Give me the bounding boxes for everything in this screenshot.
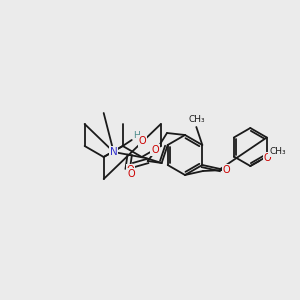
Text: N: N	[110, 147, 118, 157]
Text: O: O	[151, 145, 159, 155]
Text: CH₃: CH₃	[269, 148, 286, 157]
Text: O: O	[223, 165, 230, 175]
Text: CH₃: CH₃	[188, 116, 205, 124]
Text: H: H	[134, 131, 140, 140]
Text: O: O	[263, 153, 271, 163]
Text: O: O	[128, 169, 136, 179]
Text: O: O	[127, 165, 134, 175]
Text: O: O	[139, 136, 146, 146]
